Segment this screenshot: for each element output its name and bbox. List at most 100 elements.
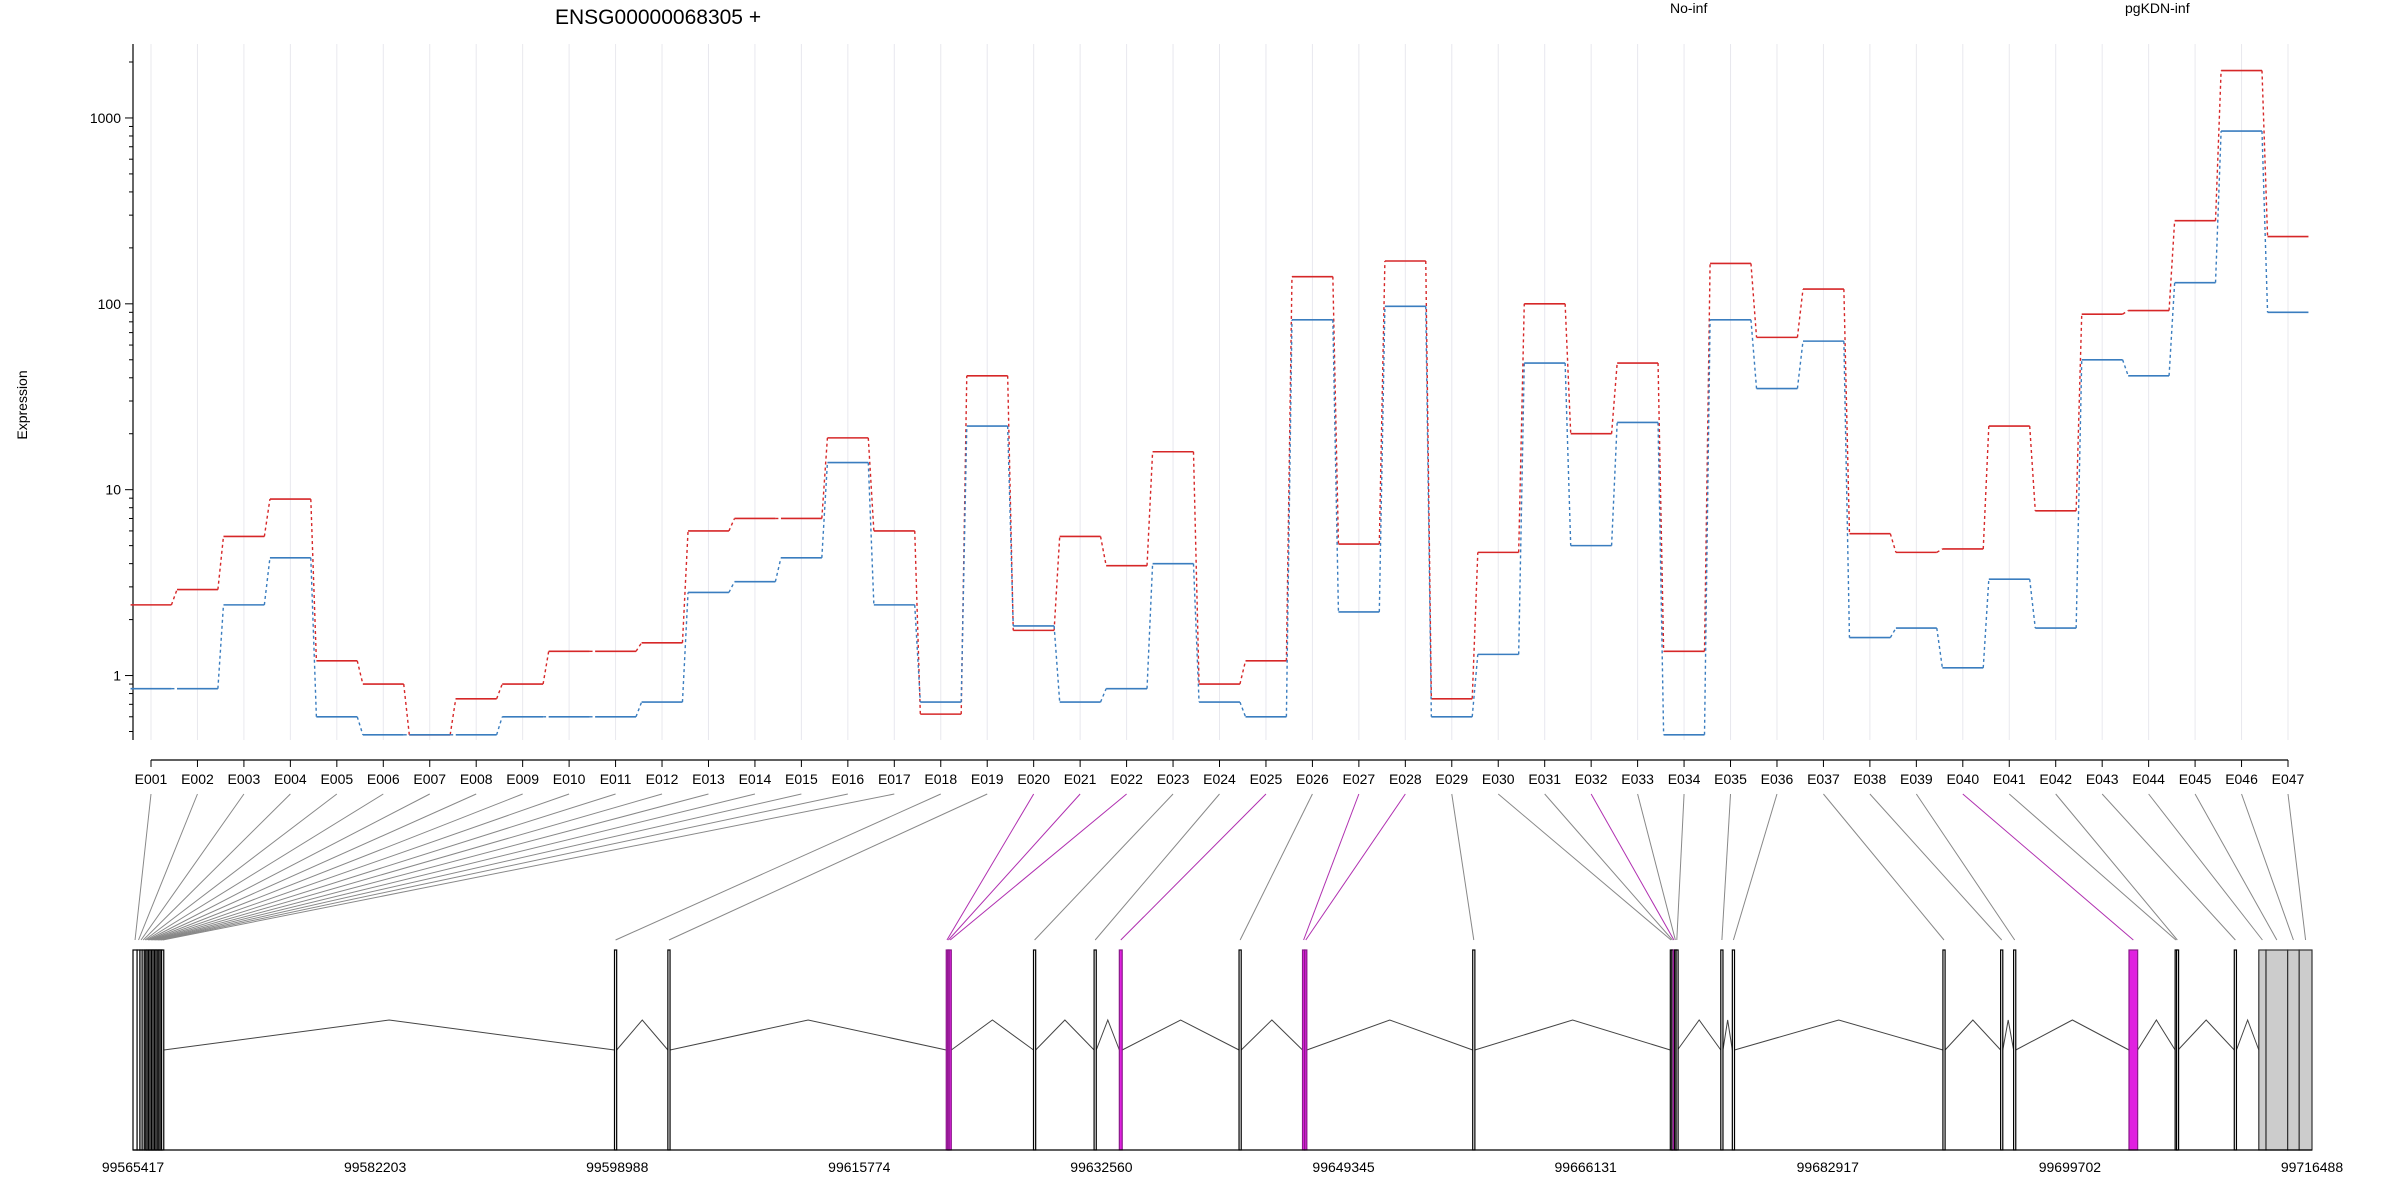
data-connector — [1796, 289, 1804, 338]
exon-E024 — [1093, 949, 1097, 1151]
data-connector — [1378, 260, 1386, 545]
x-tick-label: E037 — [1807, 771, 1840, 787]
connector-E015 — [159, 793, 802, 941]
exon-E035 — [1720, 949, 1724, 1151]
data-connector — [728, 518, 736, 532]
x-tick-label: E025 — [1250, 771, 1283, 787]
x-tick-label: E047 — [2272, 771, 2305, 787]
gene-model — [132, 949, 2313, 1151]
data-connector — [1610, 422, 1618, 546]
y-tick-label: 100 — [98, 296, 122, 312]
coord-label: 99666131 — [1555, 1159, 1618, 1175]
intron — [1734, 1019, 1944, 1051]
x-tick-label: E043 — [2086, 771, 2119, 787]
x-tick-label: E042 — [2039, 771, 2072, 787]
connector-E009 — [150, 793, 523, 941]
x-tick-label: E003 — [228, 771, 261, 787]
series-pgkdn-inf — [130, 130, 2309, 736]
exon-E022 — [948, 949, 952, 1151]
data-connector — [2029, 579, 2036, 629]
data-connector — [2122, 309, 2129, 315]
exon-E044 — [2258, 949, 2267, 1151]
intron — [1306, 1019, 1473, 1051]
data-connector — [1889, 627, 1897, 638]
data-connector — [1982, 426, 1990, 549]
exon-E034 — [1675, 949, 1679, 1151]
connector-E029 — [1451, 793, 1475, 941]
data-connector — [821, 462, 829, 558]
x-tick-label: E022 — [1110, 771, 1143, 787]
y-tick-label: 1 — [113, 668, 121, 684]
data-connector — [263, 498, 271, 537]
data-connector — [495, 683, 503, 700]
series-no-inf — [130, 69, 2309, 736]
intron — [2015, 1019, 2130, 1051]
x-tick-label: E013 — [692, 771, 725, 787]
connector-E018 — [615, 793, 941, 941]
data-connector — [217, 536, 225, 590]
data-connector — [914, 530, 922, 715]
connector-E006 — [146, 793, 384, 941]
data-connector — [1936, 548, 1943, 553]
exon-E001 — [132, 949, 138, 1151]
connector-E003 — [140, 793, 245, 941]
x-tick-label: E004 — [274, 771, 307, 787]
data-connector — [356, 660, 364, 685]
exon-E047 — [2298, 949, 2313, 1151]
exon-E029 — [1472, 949, 1476, 1151]
data-connector — [263, 557, 271, 605]
data-connector — [1471, 654, 1479, 717]
intron — [669, 1019, 947, 1051]
data-connector — [1192, 451, 1200, 685]
exon-E045 — [2265, 949, 2289, 1151]
connector-E014 — [157, 793, 756, 941]
intron — [1095, 1018, 1120, 1051]
data-connector — [1239, 660, 1247, 685]
data-connector — [681, 592, 689, 703]
data-connector — [1239, 701, 1247, 718]
data-connector — [1610, 363, 1618, 434]
data-connector — [1843, 289, 1851, 534]
coord-label: 99598988 — [586, 1159, 649, 1175]
x-tick-label: E026 — [1296, 771, 1329, 787]
x-tick-label: E007 — [413, 771, 446, 787]
connector-E021 — [948, 793, 1081, 941]
data-connector — [1657, 363, 1665, 652]
x-tick-label: E040 — [1946, 771, 1979, 787]
data-connector — [2075, 314, 2083, 511]
connector-E023 — [1034, 793, 1174, 941]
data-connector — [1425, 260, 1433, 699]
connector-E032 — [1590, 793, 1675, 941]
data-connector — [1750, 263, 1758, 338]
connector-E022 — [949, 793, 1127, 941]
x-tick-label: E002 — [181, 771, 214, 787]
y-tick-label: 10 — [105, 482, 121, 498]
x-tick-label: E033 — [1621, 771, 1654, 787]
x-tick-label: E005 — [320, 771, 353, 787]
connector-E039 — [1915, 793, 2016, 941]
exon-connectors — [134, 793, 2307, 941]
data-connector — [1657, 422, 1665, 735]
coord-label: 99615774 — [828, 1159, 891, 1175]
connector-E005 — [144, 793, 338, 941]
exon-E042 — [2175, 949, 2180, 1151]
data-connector — [1006, 375, 1014, 631]
connector-E034 — [1676, 793, 1685, 941]
x-tick-label: E017 — [878, 771, 911, 787]
exon-E037 — [1942, 949, 1946, 1151]
y-axis-label: Expression — [14, 370, 30, 439]
data-connector — [1889, 533, 1897, 553]
x-tick-label: E044 — [2132, 771, 2165, 787]
coord-label: 99582203 — [344, 1159, 407, 1175]
intron — [1944, 1019, 2001, 1051]
x-tick-label: E001 — [135, 771, 168, 787]
data-connector — [1517, 363, 1525, 655]
data-connector — [1936, 628, 1944, 668]
data-connector — [1332, 276, 1340, 545]
coord-label: 99699702 — [2039, 1159, 2102, 1175]
x-tick-label: E024 — [1203, 771, 1236, 787]
connector-E001 — [134, 793, 152, 941]
coord-label: 99565417 — [102, 1159, 165, 1175]
intron — [616, 1019, 669, 1051]
data-connector — [2121, 359, 2129, 377]
